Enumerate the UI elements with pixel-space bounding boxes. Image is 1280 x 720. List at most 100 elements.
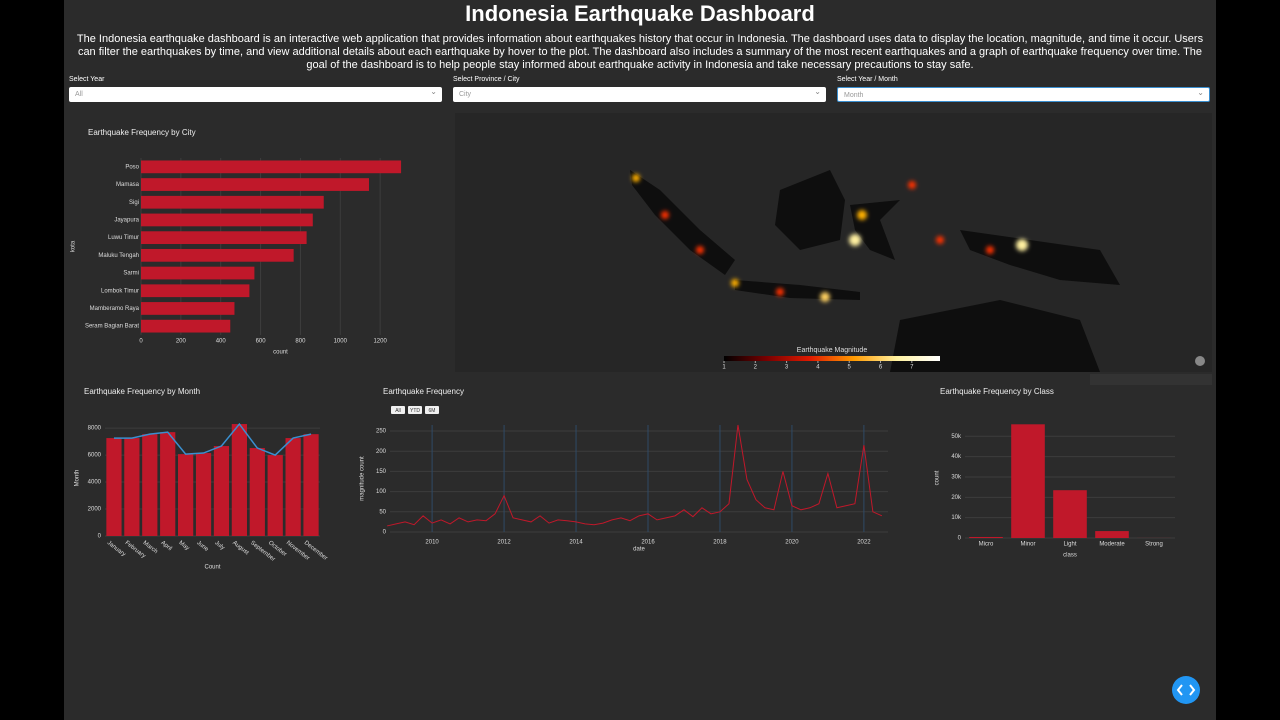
bar bbox=[141, 248, 294, 262]
heat-spot bbox=[820, 292, 830, 302]
heat-spots bbox=[632, 174, 1028, 302]
heat-spot bbox=[986, 246, 994, 254]
chart-title: Earthquake Frequency by Month bbox=[84, 387, 200, 396]
city-dropdown[interactable]: City bbox=[453, 84, 826, 102]
y-tick-label: 6000 bbox=[88, 453, 102, 459]
bar bbox=[213, 446, 230, 536]
range-button[interactable] bbox=[425, 406, 439, 414]
x-tick-label: Light bbox=[1063, 542, 1076, 548]
y-tick-label: 250 bbox=[376, 429, 387, 435]
y-tick-label: 0 bbox=[98, 534, 102, 540]
bar bbox=[141, 284, 250, 298]
heat-spot bbox=[776, 288, 784, 296]
x-tick-label: 2012 bbox=[497, 540, 511, 546]
colorbar-tick-label: 1 bbox=[722, 365, 726, 371]
heat-spot bbox=[908, 181, 916, 189]
x-tick-label: 2014 bbox=[569, 540, 583, 546]
bar bbox=[141, 231, 307, 245]
y-tick-label: 8000 bbox=[88, 426, 102, 432]
filter-label: Select Year / Month bbox=[837, 76, 898, 83]
x-tick-label: August bbox=[231, 540, 250, 556]
code-toggle-button[interactable] bbox=[1172, 676, 1200, 704]
y-tick-label: Seram Bagian Barat bbox=[85, 324, 139, 330]
bar bbox=[142, 434, 158, 536]
bar bbox=[969, 536, 1003, 538]
info-icon[interactable] bbox=[1195, 356, 1205, 366]
colorbar-tick-label: 7 bbox=[910, 365, 914, 371]
year-dropdown[interactable]: All bbox=[69, 84, 442, 102]
chart-title: Earthquake Frequency by Class bbox=[940, 387, 1054, 396]
range-button[interactable] bbox=[408, 406, 422, 414]
y-tick-label: 50k bbox=[951, 434, 962, 440]
x-tick-label: 1200 bbox=[373, 339, 387, 345]
x-tick-label: 2022 bbox=[857, 540, 871, 546]
x-tick-label: 2016 bbox=[641, 540, 655, 546]
x-tick-label: Minor bbox=[1020, 542, 1035, 548]
modebar bbox=[1090, 374, 1212, 385]
y-tick-label: 50 bbox=[379, 509, 386, 515]
chart-title: Earthquake Frequency by City bbox=[88, 128, 196, 137]
x-tick-label: Moderate bbox=[1099, 542, 1125, 548]
colorbar-title: Earthquake Magnitude bbox=[797, 347, 868, 354]
y-axis-title: kota bbox=[71, 240, 77, 252]
heat-spot bbox=[731, 279, 739, 287]
heat-spot bbox=[1016, 239, 1028, 251]
x-tick-label: 600 bbox=[256, 339, 267, 345]
y-tick-label: 150 bbox=[376, 469, 387, 475]
y-tick-label: 0 bbox=[383, 530, 387, 536]
bar bbox=[141, 319, 231, 333]
x-tick-label: Strong bbox=[1145, 542, 1163, 548]
range-button[interactable] bbox=[391, 406, 405, 414]
y-tick-label: Jayapura bbox=[114, 218, 139, 224]
range-button-label: YTD bbox=[410, 408, 420, 414]
y-tick-label: 40k bbox=[951, 454, 962, 460]
x-tick-label: May bbox=[177, 540, 190, 552]
y-tick-label: 30k bbox=[951, 475, 962, 481]
map-background bbox=[455, 113, 1212, 372]
x-tick-label: 800 bbox=[295, 339, 306, 345]
filter-label: Select Province / City bbox=[453, 76, 520, 83]
bar bbox=[249, 448, 265, 536]
bar bbox=[141, 213, 313, 227]
y-tick-label: 2000 bbox=[88, 507, 102, 513]
bar bbox=[267, 455, 283, 536]
y-tick-label: 100 bbox=[376, 489, 387, 495]
bar bbox=[303, 434, 319, 536]
land bbox=[960, 230, 1120, 285]
y-tick-label: Lombok Timur bbox=[101, 288, 139, 294]
month-dropdown[interactable]: Month bbox=[837, 85, 1210, 102]
range-button-label: 6M bbox=[429, 408, 436, 414]
chart-title: Earthquake Frequency bbox=[383, 387, 464, 396]
bar bbox=[141, 178, 369, 191]
y-tick-label: 20k bbox=[951, 495, 962, 501]
bar bbox=[106, 438, 122, 536]
x-axis-title: count bbox=[273, 350, 288, 356]
bar bbox=[1011, 424, 1045, 538]
bar bbox=[141, 302, 235, 315]
map bbox=[455, 113, 1212, 372]
page-description: The Indonesia earthquake dashboard is an… bbox=[76, 33, 1204, 71]
colorbar-tick-label: 5 bbox=[848, 365, 852, 371]
y-tick-label: Mamasa bbox=[116, 182, 140, 188]
y-tick-label: Sigi bbox=[129, 200, 139, 206]
y-axis-title: count bbox=[935, 470, 941, 485]
heat-spot bbox=[661, 211, 669, 219]
code-icon bbox=[1176, 684, 1196, 696]
x-tick-label: April bbox=[160, 540, 173, 552]
x-axis-title: Count bbox=[204, 565, 220, 571]
modebar-background bbox=[1090, 374, 1212, 385]
colorbar-tick-label: 4 bbox=[816, 365, 820, 371]
bar bbox=[124, 438, 140, 536]
bar bbox=[285, 438, 301, 536]
x-tick-label: 0 bbox=[139, 339, 143, 345]
bar bbox=[160, 432, 176, 536]
y-tick-label: Poso bbox=[125, 164, 139, 170]
y-tick-label: Maluku Tengah bbox=[98, 253, 139, 259]
x-axis-title: date bbox=[633, 547, 645, 553]
land bbox=[775, 170, 845, 250]
bar bbox=[141, 266, 255, 280]
colorbar-tick-label: 6 bbox=[879, 365, 883, 371]
filter-label: Select Year bbox=[69, 76, 105, 83]
y-tick-label: 4000 bbox=[88, 480, 102, 486]
